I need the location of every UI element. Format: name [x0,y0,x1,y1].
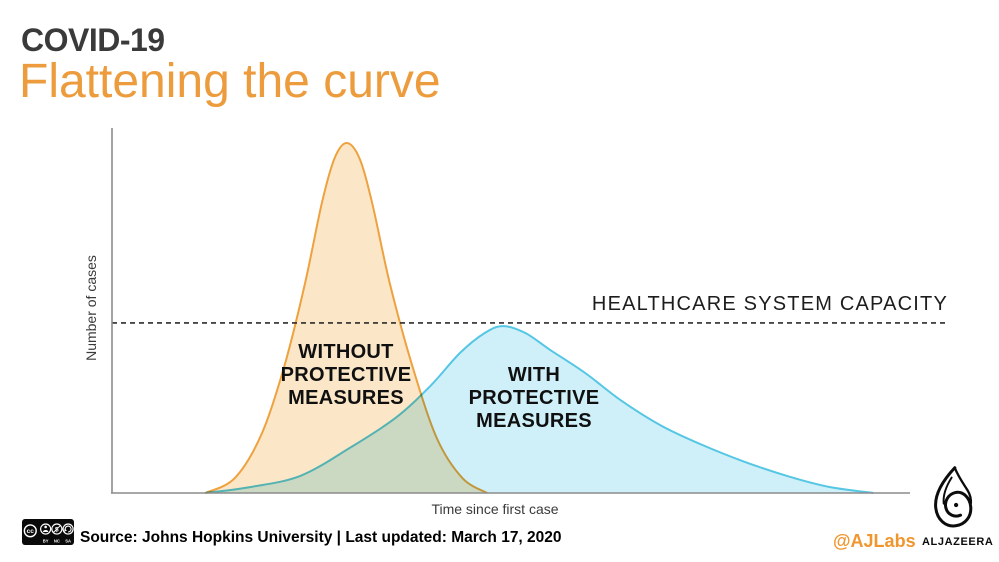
svg-text:$: $ [55,526,59,533]
svg-text:SA: SA [65,539,71,544]
x-axis-label: Time since first case [431,501,559,517]
cc-icon: cc [23,524,37,538]
aljazeera-wordmark: ALJAZEERA [922,536,994,548]
with-measures-label: WITH PROTECTIVE MEASURES [468,364,600,432]
cc-by-nc-sa-license-icon: cc BY $ NC SA [22,519,74,545]
cc-nc-icon: $ NC [51,523,63,544]
svg-text:BY: BY [43,539,49,544]
svg-text:NC: NC [54,539,60,544]
without-measures-label: WITHOUT PROTECTIVE MEASURES [280,341,412,409]
page-kicker: COVID-19 [21,22,165,58]
page-title: Flattening the curve [19,55,441,108]
ajlabs-credit: @AJLabs [833,531,916,551]
with-measures-curve [205,325,874,494]
cc-sa-icon: SA [62,523,74,544]
y-axis-label: Number of cases [83,255,99,361]
aljazeera-logo-icon [934,466,973,528]
source-text: Source: Johns Hopkins University | Last … [80,529,562,546]
svg-text:cc: cc [27,528,35,535]
healthcare-capacity-label: HEALTHCARE SYSTEM CAPACITY [591,293,948,315]
cc-by-icon: BY [40,523,52,544]
curves-layer [204,142,874,494]
